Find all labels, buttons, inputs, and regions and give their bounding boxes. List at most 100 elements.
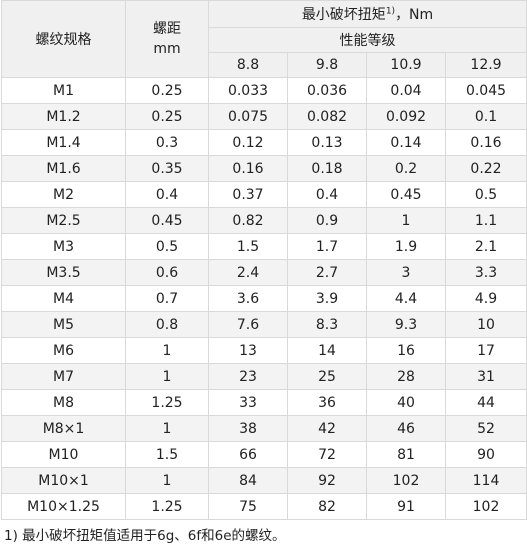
torque-cell: 2.7	[287, 259, 367, 286]
pitch-cell: 1.25	[125, 389, 209, 416]
torque-footnote-ref: 1)	[385, 6, 396, 17]
thread-spec-cell: M1.2	[1, 103, 126, 130]
spec-header: 螺纹规格	[1, 0, 126, 78]
torque-cell: 1.9	[366, 233, 446, 260]
pitch-cell: 0.25	[125, 77, 209, 104]
torque-cell: 3.3	[445, 259, 527, 286]
torque-cell: 13	[208, 337, 288, 364]
torque-cell: 25	[287, 363, 367, 390]
grade-12-9: 12.9	[445, 52, 527, 78]
thread-spec-cell: M10	[1, 441, 126, 468]
torque-cell: 17	[445, 337, 527, 364]
torque-cell: 66	[208, 441, 288, 468]
table-row: M10×1.25 1.25 75 82 91 102	[1, 493, 527, 520]
thread-spec-cell: M8	[1, 389, 126, 416]
torque-cell: 3	[366, 259, 446, 286]
torque-cell: 40	[366, 389, 446, 416]
pitch-cell: 0.3	[125, 129, 209, 156]
pitch-cell: 1	[125, 467, 209, 494]
table-row: M8 1.25 33 36 40 44	[1, 389, 527, 416]
table-row: M10×1 1 84 92 102 114	[1, 467, 527, 494]
pitch-cell: 1	[125, 415, 209, 442]
grade-8-8: 8.8	[208, 52, 288, 78]
torque-cell: 0.16	[445, 129, 527, 156]
torque-cell: 0.4	[287, 181, 367, 208]
table-body: M1 0.25 0.033 0.036 0.04 0.045 M1.2 0.25 0.075 0.…	[1, 77, 527, 520]
torque-cell: 91	[366, 493, 446, 520]
torque-cell: 82	[287, 493, 367, 520]
torque-cell: 0.9	[287, 207, 367, 234]
pitch-cell: 1.5	[125, 441, 209, 468]
torque-header-unit: ，Nm	[395, 7, 434, 23]
torque-cell: 8.3	[287, 311, 367, 338]
pitch-cell: 0.35	[125, 155, 209, 182]
pitch-cell: 1.25	[125, 493, 209, 520]
table-row: M1.2 0.25 0.075 0.082 0.092 0.1	[1, 103, 527, 130]
thread-spec-cell: M2	[1, 181, 126, 208]
grade-9-8: 9.8	[287, 52, 367, 78]
torque-cell: 81	[366, 441, 446, 468]
table-row: M1.6 0.35 0.16 0.18 0.2 0.22	[1, 155, 527, 182]
torque-cell: 33	[208, 389, 288, 416]
torque-cell: 0.045	[445, 77, 527, 104]
thread-spec-cell: M7	[1, 363, 126, 390]
torque-cell: 3.6	[208, 285, 288, 312]
table-row: M3 0.5 1.5 1.7 1.9 2.1	[1, 233, 527, 260]
thread-spec-cell: M4	[1, 285, 126, 312]
table-row: M2 0.4 0.37 0.4 0.45 0.5	[1, 181, 527, 208]
thread-spec-cell: M1.6	[1, 155, 126, 182]
torque-cell: 0.1	[445, 103, 527, 130]
torque-cell: 28	[366, 363, 446, 390]
torque-cell: 14	[287, 337, 367, 364]
pitch-cell: 1	[125, 363, 209, 390]
torque-cell: 2.1	[445, 233, 527, 260]
torque-cell: 23	[208, 363, 288, 390]
thread-spec-cell: M10×1	[1, 467, 126, 494]
torque-cell: 0.45	[366, 181, 446, 208]
pitch-header-label: 螺距	[153, 21, 181, 37]
thread-spec-cell: M6	[1, 337, 126, 364]
torque-cell: 3.9	[287, 285, 367, 312]
torque-cell: 7.6	[208, 311, 288, 338]
table-row: M2.5 0.45 0.82 0.9 1 1.1	[1, 207, 527, 234]
thread-spec-cell: M2.5	[1, 207, 126, 234]
pitch-cell: 0.45	[125, 207, 209, 234]
torque-cell: 0.033	[208, 77, 288, 104]
torque-cell: 0.04	[366, 77, 446, 104]
torque-cell: 0.12	[208, 129, 288, 156]
torque-cell: 0.14	[366, 129, 446, 156]
table-header: 螺纹规格 螺距 mm 最小破坏扭矩1)，Nm 性能等级 8.8 9.8 10.9…	[1, 0, 527, 78]
torque-cell: 0.2	[366, 155, 446, 182]
torque-cell: 0.82	[208, 207, 288, 234]
table-row: M1.4 0.3 0.12 0.13 0.14 0.16	[1, 129, 527, 156]
torque-cell: 0.5	[445, 181, 527, 208]
torque-header: 最小破坏扭矩1)，Nm	[208, 0, 527, 28]
torque-cell: 72	[287, 441, 367, 468]
table-row: M7 1 23 25 28 31	[1, 363, 527, 390]
torque-cell: 90	[445, 441, 527, 468]
pitch-cell: 0.5	[125, 233, 209, 260]
torque-cell: 44	[445, 389, 527, 416]
grade-header-label: 性能等级	[339, 33, 396, 49]
grade-header: 性能等级	[208, 27, 527, 53]
pitch-cell: 0.25	[125, 103, 209, 130]
torque-cell: 0.082	[287, 103, 367, 130]
grade-10-9: 10.9	[366, 52, 446, 78]
thread-spec-cell: M1	[1, 77, 126, 104]
torque-cell: 16	[366, 337, 446, 364]
torque-cell: 0.18	[287, 155, 367, 182]
thread-spec-cell: M1.4	[1, 129, 126, 156]
pitch-header: 螺距 mm	[125, 0, 209, 78]
torque-cell: 4.9	[445, 285, 527, 312]
thread-spec-cell: M8×1	[1, 415, 126, 442]
table-row: M8×1 1 38 42 46 52	[1, 415, 527, 442]
table-row: M5 0.8 7.6 8.3 9.3 10	[1, 311, 527, 338]
torque-cell: 1.1	[445, 207, 527, 234]
pitch-cell: 0.8	[125, 311, 209, 338]
torque-cell: 0.37	[208, 181, 288, 208]
torque-cell: 46	[366, 415, 446, 442]
pitch-header-unit: mm	[153, 41, 181, 57]
torque-table: 螺纹规格 螺距 mm 最小破坏扭矩1)，Nm 性能等级 8.8 9.8 10.9…	[1, 0, 527, 520]
table-row: M1 0.25 0.033 0.036 0.04 0.045	[1, 77, 527, 104]
torque-cell: 9.3	[366, 311, 446, 338]
